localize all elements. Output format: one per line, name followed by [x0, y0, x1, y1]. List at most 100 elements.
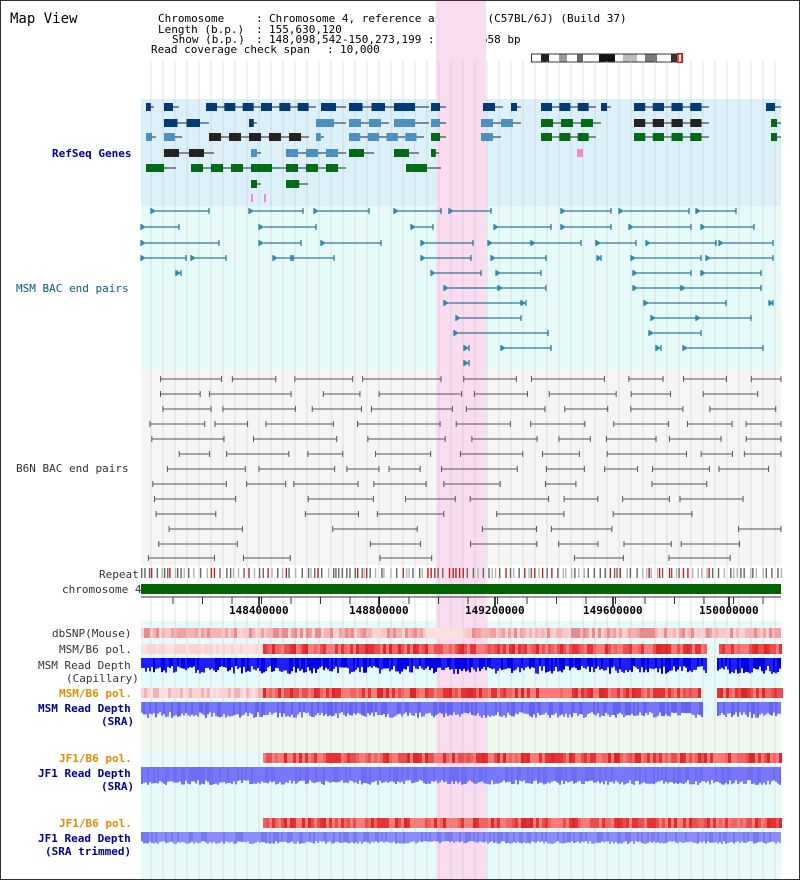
jf1-trimmed-depth-bar [321, 832, 323, 842]
jf1-trimmed-depth-bar [483, 832, 485, 843]
msm-pol-mark [467, 644, 470, 654]
dbsnp-mark [724, 628, 727, 638]
repeat-mark [482, 568, 485, 578]
msm-pol-mark [302, 644, 305, 654]
msm-capillary-depth-bar [367, 658, 369, 668]
repeat-mark [491, 568, 493, 578]
msm-pol2-mark [566, 688, 569, 698]
msm-pol-mark [668, 644, 671, 654]
gene-exon [349, 119, 361, 127]
jf1-trimmed-depth-bar [485, 832, 487, 842]
jf1-sra-depth-bar [577, 767, 579, 782]
repeat-mark [452, 568, 454, 578]
msm-pol-mark [743, 644, 746, 654]
dbsnp-mark [228, 628, 231, 638]
jf1-trimmed-depth-bar [573, 832, 575, 844]
jf1-pol-mark [761, 753, 764, 763]
dbsnp-mark [616, 628, 619, 638]
msm-capillary-depth-bar [151, 658, 153, 667]
track-label-jf1-b6-pol-2: JF1/B6 pol. [59, 817, 132, 830]
msm-capillary-depth-bar [167, 658, 169, 668]
msm-pol-mark [147, 644, 150, 654]
track-label-msm-b6-pol-2: MSM/B6 pol. [59, 687, 132, 700]
msm-capillary-depth-bar [609, 658, 611, 674]
dbsnp-mark [598, 628, 601, 638]
msm-sra-depth-bar [413, 702, 415, 716]
jf1-trimmed-depth-bar [331, 832, 333, 844]
msm-pol2-mark [368, 688, 371, 698]
jf1-pol2-mark [266, 818, 269, 828]
msm-pol-mark [359, 644, 362, 654]
gene-strand-arrow [164, 103, 169, 111]
msm-capillary-depth-bar [593, 658, 595, 673]
jf1-pol2-mark [407, 818, 410, 828]
msm-sra-depth-bar [255, 702, 257, 717]
jf1-trimmed-depth-bar [479, 832, 481, 842]
msm-pol2-mark [296, 688, 299, 698]
msm-capillary-depth-bar [425, 658, 427, 669]
msm-pol-mark [395, 644, 398, 654]
msm-pol-mark [680, 644, 683, 654]
msm-pol2-mark [275, 688, 278, 698]
msm-sra-depth-bar [507, 702, 509, 713]
dbsnp-mark [273, 628, 276, 638]
jf1-trimmed-depth-bar [313, 832, 315, 844]
msm-capillary-depth-bar [513, 658, 515, 671]
jf1-pol2-mark [578, 818, 581, 828]
jf1-pol2-mark [401, 818, 404, 828]
jf1-trimmed-depth-bar [751, 832, 753, 842]
jf1-pol-mark [677, 753, 680, 763]
jf1-pol2-mark [698, 818, 701, 828]
dbsnp-mark [204, 628, 207, 638]
jf1-pol2-mark [494, 818, 497, 828]
gene-exon [349, 149, 364, 157]
jf1-sra-depth-bar [429, 767, 431, 784]
jf1-sra-depth-bar [551, 767, 553, 782]
gene-exon [231, 164, 243, 172]
dbsnp-mark [682, 628, 685, 638]
msm-capillary-depth-bar [457, 658, 459, 674]
jf1-pol-mark [278, 753, 281, 763]
msm-capillary-depth-bar [765, 658, 767, 671]
gene-exon [394, 119, 415, 127]
msm-capillary-depth-bar [699, 658, 701, 667]
jf1-pol2-mark [374, 818, 377, 828]
jf1-sra-depth-bar [205, 767, 207, 781]
jf1-trimmed-depth-bar [311, 832, 313, 843]
jf1-pol-mark [293, 753, 296, 763]
jf1-sra-depth-bar [303, 767, 305, 781]
msm-sra-depth-bar [567, 702, 569, 718]
jf1-pol-mark [365, 753, 368, 763]
msm-capillary-depth-bar [733, 658, 735, 674]
gene-strand-arrow [481, 133, 486, 141]
msm-pol-mark [290, 644, 293, 654]
jf1-pol2-mark [467, 818, 470, 828]
jf1-trimmed-depth-bar [675, 832, 677, 843]
dbsnp-mark [547, 628, 550, 638]
jf1-trimmed-depth-bar [265, 832, 267, 844]
jf1-pol2-mark [719, 818, 722, 828]
msm-pol-mark [195, 644, 198, 654]
msm-sra-depth-bar [215, 702, 217, 717]
msm-pol2-mark [419, 688, 422, 698]
msm-sra-depth-bar [287, 702, 289, 716]
jf1-trimmed-depth-bar [619, 832, 621, 844]
jf1-sra-depth-bar [343, 767, 345, 783]
jf1-pol-mark [701, 753, 704, 763]
msm-sra-depth-bar [187, 702, 189, 716]
jf1-trimmed-depth-bar [737, 832, 739, 842]
jf1-sra-depth-bar [563, 767, 565, 785]
jf1-sra-depth-bar [221, 767, 223, 783]
msm-capillary-depth-bar [763, 658, 765, 674]
jf1-pol-mark [650, 753, 653, 763]
msm-sra-depth-bar [577, 702, 579, 716]
msm-pol2-mark [545, 688, 548, 698]
jf1-sra-depth-bar [251, 767, 253, 785]
jf1-trimmed-depth-bar [581, 832, 583, 842]
jf1-sra-depth-bar [371, 767, 373, 783]
bac-end-marker [498, 285, 503, 291]
jf1-sra-depth-bar [675, 767, 677, 784]
msm-sra-depth-bar [503, 702, 505, 716]
jf1-sra-depth-bar [287, 767, 289, 783]
